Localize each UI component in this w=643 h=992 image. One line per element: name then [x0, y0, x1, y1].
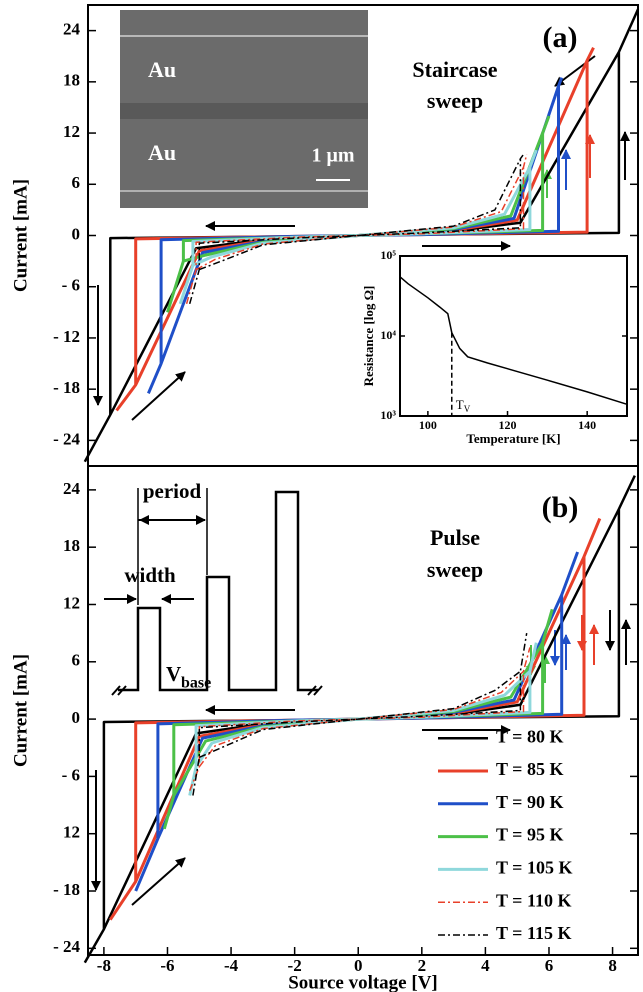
- plot-frame: [399, 255, 628, 417]
- x-tick-label: 8: [608, 956, 617, 975]
- legend-label: T = 85 K: [496, 759, 563, 779]
- y-tick-label: 10⁴: [380, 328, 396, 342]
- y-axis-title: Resistance [log Ω]: [361, 286, 376, 387]
- y-tick-label: - 12: [53, 327, 80, 346]
- y-tick-label: 6: [72, 173, 81, 192]
- y-tick-label: - 6: [62, 765, 80, 784]
- y-tick-label: 12: [63, 593, 80, 612]
- y-tick-label: - 24: [53, 937, 80, 956]
- legend-label: T = 95 K: [496, 825, 563, 845]
- y-axis-title: Current [mA]: [10, 654, 31, 767]
- sem-scale: 1 μm: [312, 145, 355, 167]
- pulse-label: period: [143, 479, 202, 503]
- sem-label: Au: [148, 57, 176, 82]
- y-tick-label: - 18: [53, 880, 80, 899]
- x-tick-label: 4: [481, 956, 490, 975]
- series-line: [189, 647, 531, 791]
- series-line: [192, 632, 528, 796]
- legend-label: T = 80 K: [496, 726, 563, 746]
- x-tick-label: -8: [97, 956, 111, 975]
- y-tick-label: 18: [63, 71, 80, 90]
- series-line: [399, 276, 628, 406]
- x-tick-label: 100: [419, 418, 437, 432]
- pulse-diagram: [118, 490, 318, 692]
- y-tick-label: 0: [72, 224, 81, 243]
- y-tick-label: 12: [63, 823, 80, 842]
- y-tick-label: 24: [63, 20, 81, 39]
- x-tick-label: -6: [160, 956, 174, 975]
- y-tick-label: - 6: [62, 276, 80, 295]
- x-axis-title: Source voltage [V]: [288, 972, 438, 992]
- break-mark: [111, 685, 323, 696]
- x-tick-label: 0: [354, 956, 363, 975]
- x-tick-label: 120: [499, 418, 517, 432]
- y-tick-label: 18: [63, 536, 80, 555]
- pulse-label: width: [124, 563, 176, 587]
- legend-label: T = 90 K: [496, 792, 563, 812]
- sem-label: Au: [148, 140, 176, 165]
- y-tick-label: 0: [72, 708, 81, 727]
- marker-label: V: [464, 404, 471, 414]
- legend-label: T = 110 K: [496, 890, 571, 910]
- x-tick-label: 2: [418, 956, 427, 975]
- series-line: [188, 153, 525, 305]
- sem-image: [120, 10, 368, 208]
- x-axis-title: Temperature [K]: [466, 431, 560, 446]
- annotation: sweep: [427, 557, 483, 582]
- y-tick-label: 10³: [380, 408, 396, 422]
- y-axis-title: Current [mA]: [10, 179, 31, 292]
- y-tick-label: 24: [63, 479, 81, 498]
- y-tick-label: 12: [63, 122, 80, 141]
- annotation: Pulse: [430, 525, 480, 550]
- pulse-label: V: [166, 662, 181, 686]
- annotation: Staircase: [412, 57, 497, 82]
- y-tick-label: 10⁵: [380, 248, 396, 262]
- direction-arrows: [91, 55, 631, 906]
- plot-frame: [87, 465, 639, 956]
- x-tick-label: -4: [224, 956, 239, 975]
- y-tick-label: 6: [72, 651, 81, 670]
- y-tick-label: - 24: [53, 429, 80, 448]
- y-tick-label: - 18: [53, 378, 80, 397]
- legend-label: T = 115 K: [496, 923, 571, 943]
- legend-label: T = 105 K: [496, 858, 572, 878]
- pulse-label: base: [181, 675, 211, 692]
- marker-label: T: [456, 397, 464, 412]
- panel-label: (a): [543, 21, 578, 54]
- x-tick-label: 140: [578, 418, 596, 432]
- panel-label: (b): [542, 491, 579, 524]
- x-tick-label: 6: [545, 956, 554, 975]
- annotation: sweep: [427, 88, 483, 113]
- x-tick-label: -2: [288, 956, 302, 975]
